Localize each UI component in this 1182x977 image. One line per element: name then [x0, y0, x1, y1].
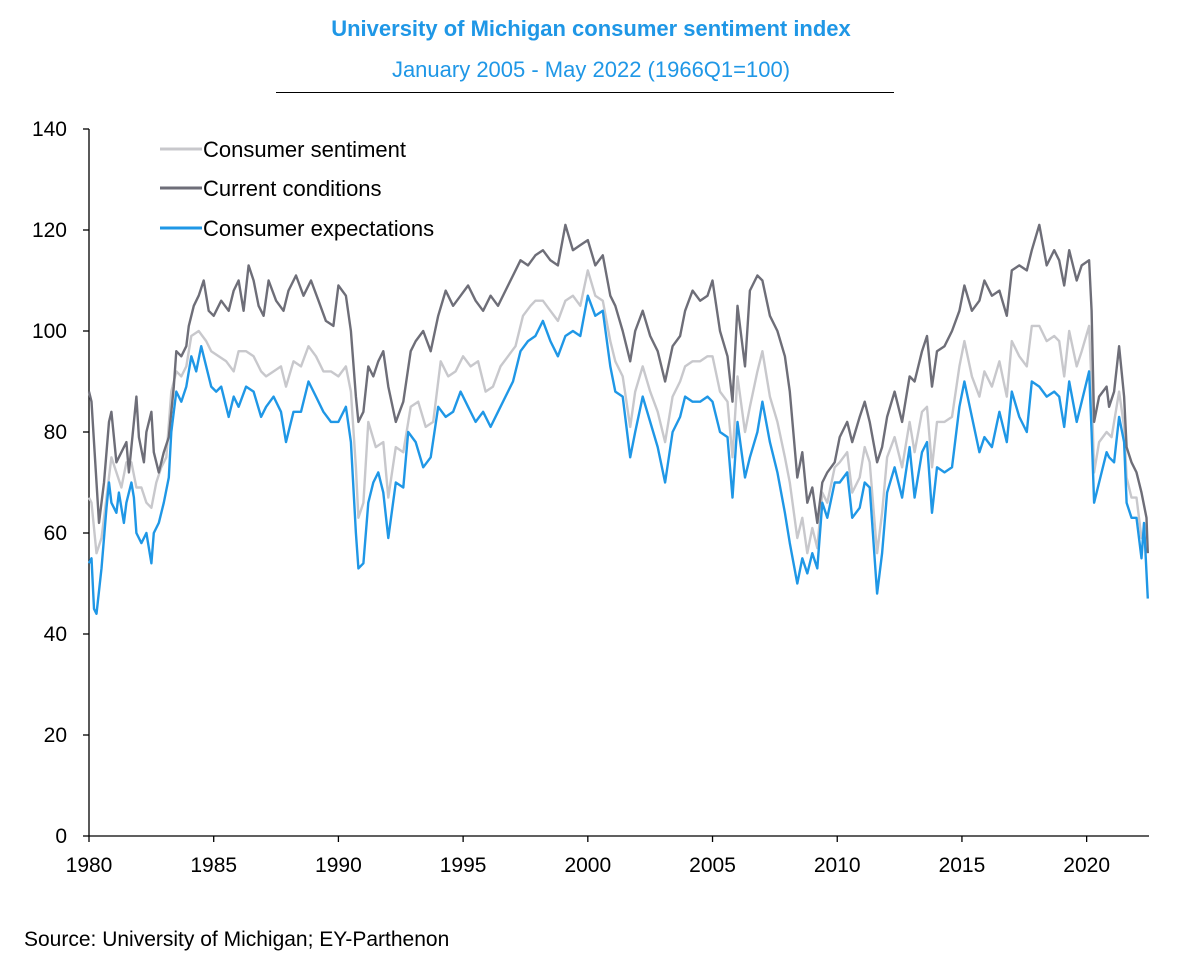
x-tick-label: 2015: [939, 854, 986, 877]
legend-label: Current conditions: [203, 176, 382, 201]
series-line-current-conditions: [87, 223, 1149, 554]
chart-title: University of Michigan consumer sentimen…: [331, 16, 851, 41]
chart-series: [87, 223, 1149, 615]
x-tick-label: 2010: [814, 854, 861, 877]
series-line-consumer-expectations: [87, 294, 1149, 615]
x-tick-label: 2020: [1063, 854, 1110, 877]
y-tick-label: 20: [44, 724, 67, 747]
title-divider: [276, 92, 894, 93]
y-tick-label: 80: [44, 421, 67, 444]
y-tick-label: 40: [44, 623, 67, 646]
chart-legend: Consumer sentiment Current conditions Cons…: [160, 137, 434, 241]
y-tick-label: 60: [44, 522, 67, 545]
legend-label: Consumer sentiment: [203, 137, 406, 162]
y-tick-label: 140: [32, 118, 67, 141]
y-tick-label: 120: [32, 219, 67, 242]
x-tick-label: 1980: [66, 854, 113, 877]
x-tick-label: 1985: [190, 854, 237, 877]
series-line-consumer-sentiment: [87, 269, 1147, 555]
source-note: Source: University of Michigan; EY-Parth…: [24, 928, 450, 951]
chart-axes: 0 20 40 60 80 100 120 140 1980 1985 1990 1995 2000 20…: [32, 118, 1149, 877]
chart-subtitle: January 2005 - May 2022 (1966Q1=100): [391, 57, 791, 82]
x-tick-label: 1995: [440, 854, 487, 877]
x-tick-label: 1990: [315, 854, 362, 877]
x-tick-label: 2000: [564, 854, 611, 877]
y-tick-label: 0: [55, 825, 67, 848]
legend-label: Consumer expectations: [203, 216, 434, 241]
x-tick-label: 2005: [689, 854, 736, 877]
y-tick-label: 100: [32, 320, 67, 343]
